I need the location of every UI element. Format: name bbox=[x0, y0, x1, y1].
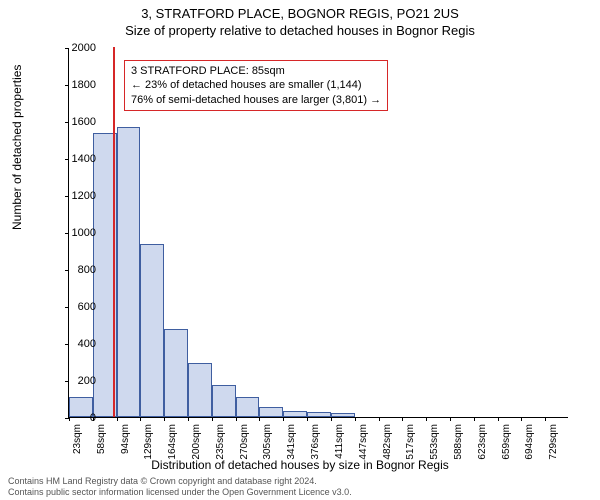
annotation-line: ← 23% of detached houses are smaller (1,… bbox=[131, 78, 381, 92]
x-tick-label: 517sqm bbox=[405, 424, 416, 460]
attribution-footer: Contains HM Land Registry data © Crown c… bbox=[8, 476, 592, 498]
x-tick-label: 623sqm bbox=[477, 424, 488, 460]
y-axis-label: Number of detached properties bbox=[10, 65, 24, 230]
y-tick-label: 1400 bbox=[72, 153, 96, 165]
histogram-bar bbox=[212, 385, 236, 417]
footer-line-1: Contains HM Land Registry data © Crown c… bbox=[8, 476, 592, 487]
x-tick-label: 129sqm bbox=[143, 424, 154, 460]
x-tick-label: 341sqm bbox=[286, 424, 297, 460]
histogram-bar bbox=[188, 363, 212, 417]
histogram-bar bbox=[259, 407, 283, 417]
histogram-bar bbox=[117, 127, 141, 417]
annotation-line: 3 STRATFORD PLACE: 85sqm bbox=[131, 64, 381, 78]
title-line-1: 3, STRATFORD PLACE, BOGNOR REGIS, PO21 2… bbox=[0, 6, 600, 23]
title-line-2: Size of property relative to detached ho… bbox=[0, 23, 600, 40]
y-tick-label: 0 bbox=[90, 412, 96, 424]
x-tick-label: 23sqm bbox=[72, 424, 83, 454]
plot-region: 23sqm58sqm94sqm129sqm164sqm200sqm235sqm2… bbox=[68, 48, 568, 418]
histogram-bar bbox=[164, 329, 188, 417]
x-tick-label: 553sqm bbox=[429, 424, 440, 460]
x-tick-label: 164sqm bbox=[167, 424, 178, 460]
histogram-bar bbox=[307, 412, 331, 417]
y-tick-label: 1000 bbox=[72, 227, 96, 239]
x-tick-label: 694sqm bbox=[524, 424, 535, 460]
x-tick-label: 235sqm bbox=[215, 424, 226, 460]
x-axis-label: Distribution of detached houses by size … bbox=[0, 458, 600, 472]
x-tick-label: 729sqm bbox=[548, 424, 559, 460]
y-tick-label: 1200 bbox=[72, 190, 96, 202]
y-tick-label: 400 bbox=[78, 338, 96, 350]
x-tick-label: 305sqm bbox=[262, 424, 273, 460]
histogram-bar bbox=[236, 397, 260, 417]
x-tick-label: 659sqm bbox=[501, 424, 512, 460]
y-tick-label: 1800 bbox=[72, 79, 96, 91]
y-tick-label: 200 bbox=[78, 375, 96, 387]
annotation-box: 3 STRATFORD PLACE: 85sqm← 23% of detache… bbox=[124, 60, 388, 111]
footer-line-2: Contains public sector information licen… bbox=[8, 487, 592, 498]
histogram-bar bbox=[331, 413, 355, 417]
reference-line bbox=[113, 47, 115, 417]
annotation-line: 76% of semi-detached houses are larger (… bbox=[131, 93, 381, 107]
x-tick-label: 270sqm bbox=[239, 424, 250, 460]
x-tick-label: 447sqm bbox=[358, 424, 369, 460]
x-tick-label: 411sqm bbox=[334, 424, 345, 459]
x-tick-label: 58sqm bbox=[96, 424, 107, 454]
y-tick-label: 2000 bbox=[72, 42, 96, 54]
histogram-bar bbox=[283, 411, 307, 417]
x-tick-label: 376sqm bbox=[310, 424, 321, 460]
chart-title: 3, STRATFORD PLACE, BOGNOR REGIS, PO21 2… bbox=[0, 0, 600, 40]
y-tick-label: 600 bbox=[78, 301, 96, 313]
x-tick-label: 482sqm bbox=[382, 424, 393, 460]
histogram-bar bbox=[140, 244, 164, 417]
chart-area: 23sqm58sqm94sqm129sqm164sqm200sqm235sqm2… bbox=[68, 48, 568, 418]
x-tick-label: 200sqm bbox=[191, 424, 202, 460]
x-tick-label: 588sqm bbox=[453, 424, 464, 460]
x-tick-label: 94sqm bbox=[120, 424, 131, 454]
y-tick-label: 1600 bbox=[72, 116, 96, 128]
y-tick-label: 800 bbox=[78, 264, 96, 276]
